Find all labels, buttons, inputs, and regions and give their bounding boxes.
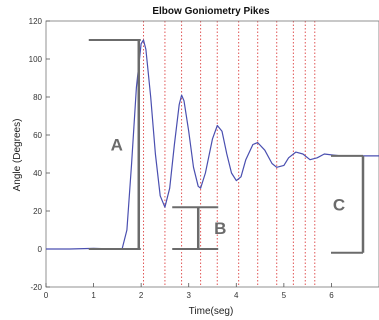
y-tick-label: 20 bbox=[33, 207, 42, 216]
y-tick-label: -20 bbox=[30, 283, 42, 292]
x-tick-label: 2 bbox=[139, 291, 144, 300]
y-tick-label: 80 bbox=[33, 93, 42, 102]
series-line-0 bbox=[46, 39, 379, 250]
y-tick-label: 100 bbox=[29, 55, 43, 64]
annotations: A B C bbox=[88, 39, 365, 254]
plot-frame bbox=[45, 20, 379, 288]
bracket-b: B bbox=[172, 206, 226, 250]
marker-lines bbox=[143, 21, 316, 287]
y-tick-label: 60 bbox=[33, 131, 42, 140]
y-axis-title: Angle (Degrees) bbox=[12, 119, 23, 192]
y-tick-label: 0 bbox=[38, 245, 43, 254]
bracket-label-a: A bbox=[111, 136, 123, 155]
y-tick-label: 120 bbox=[29, 17, 43, 26]
chart-title: Elbow Goniometry Pikes bbox=[152, 6, 270, 17]
x-axis-title: Time(seg) bbox=[189, 306, 234, 317]
x-tick-label: 3 bbox=[186, 291, 191, 300]
x-tick-label: 0 bbox=[44, 291, 49, 300]
x-tick-label: 1 bbox=[91, 291, 96, 300]
bracket-label-c: C bbox=[333, 195, 345, 214]
bracket-label-b: B bbox=[214, 219, 226, 238]
x-tick-label: 5 bbox=[282, 291, 287, 300]
x-tick-label: 4 bbox=[234, 291, 239, 300]
bracket-a: A bbox=[88, 39, 141, 250]
x-tick-label: 6 bbox=[329, 291, 334, 300]
series bbox=[46, 39, 379, 250]
bracket-c: C bbox=[331, 154, 365, 254]
y-tick-label: 40 bbox=[33, 169, 42, 178]
